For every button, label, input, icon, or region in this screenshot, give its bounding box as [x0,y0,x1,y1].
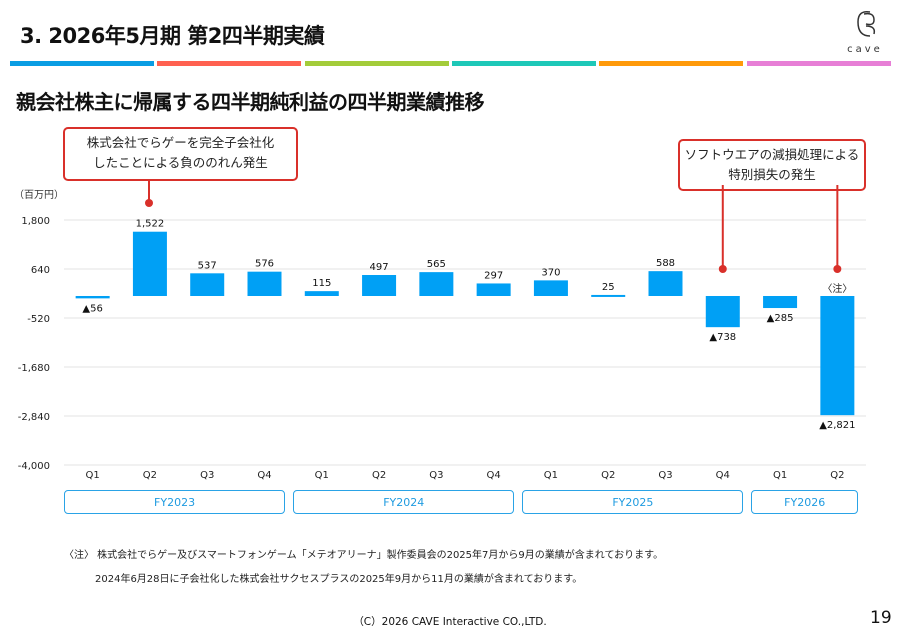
data-label: 25 [602,282,615,293]
data-label: ▲738 [709,332,736,343]
y-tick-label: 640 [31,265,50,276]
note-marker: 〈注〉 [822,282,852,295]
x-tick-label: Q4 [716,470,730,481]
x-tick-label: Q2 [830,470,844,481]
bar [362,275,397,296]
fiscal-year-group: FY2026 [751,490,858,514]
bar [476,283,511,296]
data-label: 565 [427,259,446,270]
bar [763,296,798,309]
page-number: 19 [870,608,892,628]
fiscal-year-group: FY2025 [522,490,744,514]
copyright-footer: （C）2026 CAVE Interactive CO.,LTD. [353,616,547,628]
color-stripe [746,61,891,66]
data-label: 576 [255,259,274,270]
data-label: 370 [541,267,560,278]
bar [648,271,683,296]
x-tick-label: Q1 [773,470,787,481]
footnote: 2024年6月28日に子会社化した株式会社サクセスプラスの2025年9月から11… [95,574,583,585]
callout-dot [145,199,153,207]
callout-line: 株式会社でらゲーを完全子会社化 [86,135,275,150]
y-tick-label: 1,800 [21,216,50,227]
y-tick-label: -2,840 [18,412,50,423]
data-label: 497 [370,262,389,273]
data-label: 1,522 [136,219,165,230]
callout-dot [833,265,842,273]
bar [419,272,454,296]
page-title: 3. 2026年5月期 第2四半期実績 [20,24,325,48]
color-stripe [304,61,449,66]
fiscal-year-group: FY2024 [293,490,515,514]
fiscal-year-group: FY2023 [64,490,286,514]
callout-line: 特別損失の発生 [728,167,816,182]
x-tick-label: Q3 [200,470,214,481]
cave-logo-icon [857,10,876,37]
data-label: 297 [484,270,503,281]
callout-line: したことによる負ののれん発生 [93,155,268,170]
logo-text: cave [847,44,883,55]
x-tick-label: Q1 [86,470,100,481]
bar [247,271,282,296]
y-tick-label: -1,680 [18,363,50,374]
data-label: ▲285 [767,313,794,324]
color-stripe [157,61,302,66]
bar [591,294,626,297]
bar [132,231,167,296]
bar [533,280,568,296]
color-stripe [451,61,596,66]
x-tick-label: Q1 [544,470,558,481]
bar [190,273,225,296]
callout-dot [718,265,727,273]
bar [304,291,339,296]
section-subtitle: 親会社株主に帰属する四半期純利益の四半期業績推移 [16,90,485,114]
bar [705,296,740,328]
footnote: 〈注〉 株式会社でらゲー及びスマートフォンゲーム「メテオアリーナ」製作委員会の2… [64,550,664,561]
x-tick-label: Q4 [487,470,501,481]
callout-impairment-loss: ソフトウエアの減損処理による 特別損失の発生 [678,139,866,191]
x-tick-label: Q2 [601,470,615,481]
color-stripe [10,61,154,66]
color-stripe [599,61,744,66]
data-label: 537 [198,260,217,271]
callout-line: ソフトウエアの減損処理による [684,147,860,162]
x-tick-label: Q1 [315,470,329,481]
y-axis-label: （百万円） [14,189,64,201]
x-tick-label: Q4 [257,470,271,481]
y-tick-label: -520 [27,314,50,325]
x-tick-label: Q3 [658,470,672,481]
x-tick-label: Q2 [143,470,157,481]
bar [820,296,855,416]
x-tick-label: Q2 [372,470,386,481]
callout-negative-goodwill: 株式会社でらゲーを完全子会社化 したことによる負ののれん発生 [63,127,298,181]
bar [75,296,110,299]
cave-logo: cave [840,8,890,55]
y-tick-label: -4,000 [18,461,50,472]
x-tick-label: Q3 [429,470,443,481]
data-label: ▲2,821 [819,420,855,431]
data-label: ▲56 [82,303,102,314]
data-label: 115 [312,278,331,289]
data-label: 588 [656,258,675,269]
